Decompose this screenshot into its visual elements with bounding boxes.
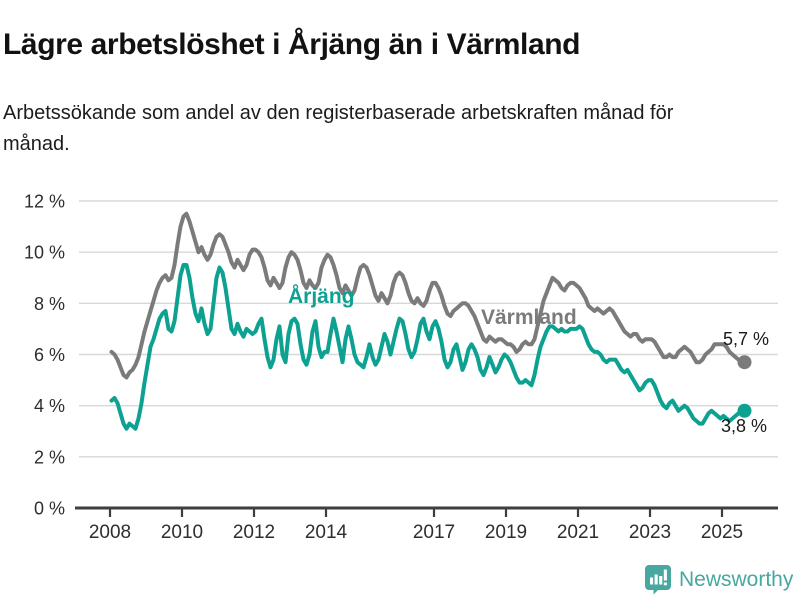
chart-canvas: 2008 2010 2012 2014 2017 2019 2021 2023 2025 12 %…: [24, 192, 778, 543]
y-tick-label: 12 %: [24, 192, 65, 212]
line-varmland: [109, 211, 747, 380]
x-tick-label: 2019: [485, 522, 527, 543]
x-tick-label: 2008: [89, 522, 131, 543]
newsworthy-logo[interactable]: Newsworthy: [644, 564, 793, 595]
y-tick-label: 6 %: [34, 345, 65, 365]
x-tick-label: 2021: [557, 522, 599, 543]
x-tick-label: 2025: [701, 522, 743, 543]
series-label-arjang: Årjäng: [288, 285, 355, 308]
end-dot-arjang: [737, 403, 752, 418]
x-tick-label: 2012: [233, 522, 275, 543]
y-tick-label: 8 %: [34, 294, 65, 314]
y-tick-label: 4 %: [34, 396, 65, 416]
y-tick-label: 2 %: [34, 447, 65, 467]
page-title: Lägre arbetslöshet i Årjäng än i Värmlan…: [3, 28, 581, 62]
unemployment-line-chart: 2008 2010 2012 2014 2017 2019 2021 2023 2025 12 %…: [0, 170, 800, 570]
y-tick-label: 10 %: [24, 243, 65, 263]
x-tick-label: 2010: [161, 522, 203, 543]
newsworthy-logo-text: Newsworthy: [679, 567, 794, 591]
end-value-varmland: 5,7 %: [723, 329, 770, 349]
x-tick-label: 2017: [413, 522, 455, 543]
series-label-varmland: Värmland: [481, 306, 577, 329]
end-dot-varmland: [737, 355, 752, 370]
end-value-arjang: 3,8 %: [721, 416, 768, 436]
x-tick-label: 2023: [629, 522, 671, 543]
newsworthy-bubble-icon: [645, 565, 671, 595]
x-tick-label: 2014: [305, 522, 348, 543]
line-arjang: [109, 263, 747, 431]
y-tick-label: 0 %: [34, 499, 65, 519]
chart-subtitle: Arbetssökande som andel av den registerb…: [3, 102, 674, 155]
